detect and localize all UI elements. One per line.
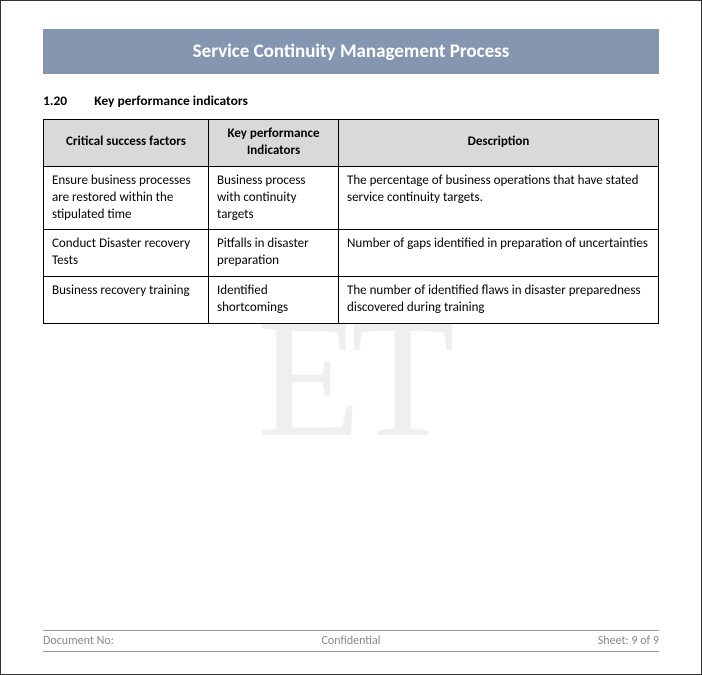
document-page: Service Continuity Management Process 1.…	[1, 1, 701, 674]
page-banner: Service Continuity Management Process	[43, 29, 659, 74]
table-row: Conduct Disaster recovery Tests Pitfalls…	[44, 230, 659, 277]
col-header-desc: Description	[339, 120, 659, 167]
cell-kpi: Identified shortcomings	[209, 277, 339, 324]
table-header-row: Critical success factors Key performance…	[44, 120, 659, 167]
banner-title: Service Continuity Management Process	[193, 40, 510, 63]
kpi-table: Critical success factors Key performance…	[43, 119, 659, 324]
section-title: Key performance indicators	[94, 92, 248, 109]
cell-csf: Business recovery training	[44, 277, 209, 324]
cell-desc: The number of identified flaws in disast…	[339, 277, 659, 324]
table-row: Business recovery training Identified sh…	[44, 277, 659, 324]
footer-left: Document No:	[43, 634, 114, 648]
footer-center: Confidential	[43, 634, 659, 648]
page-footer: Document No: Confidential Sheet: 9 of 9	[43, 630, 659, 652]
cell-csf: Ensure business processes are restored w…	[44, 166, 209, 230]
cell-desc: The percentage of business operations th…	[339, 166, 659, 230]
cell-csf: Conduct Disaster recovery Tests	[44, 230, 209, 277]
cell-desc: Number of gaps identified in preparation…	[339, 230, 659, 277]
table-row: Ensure business processes are restored w…	[44, 166, 659, 230]
section-number: 1.20	[43, 92, 67, 109]
col-header-kpi: Key performance Indicators	[209, 120, 339, 167]
col-header-csf: Critical success factors	[44, 120, 209, 167]
section-heading: 1.20 Key performance indicators	[43, 92, 659, 109]
cell-kpi: Business process with continuity targets	[209, 166, 339, 230]
cell-kpi: Pitfalls in disaster preparation	[209, 230, 339, 277]
footer-right: Sheet: 9 of 9	[598, 634, 659, 648]
